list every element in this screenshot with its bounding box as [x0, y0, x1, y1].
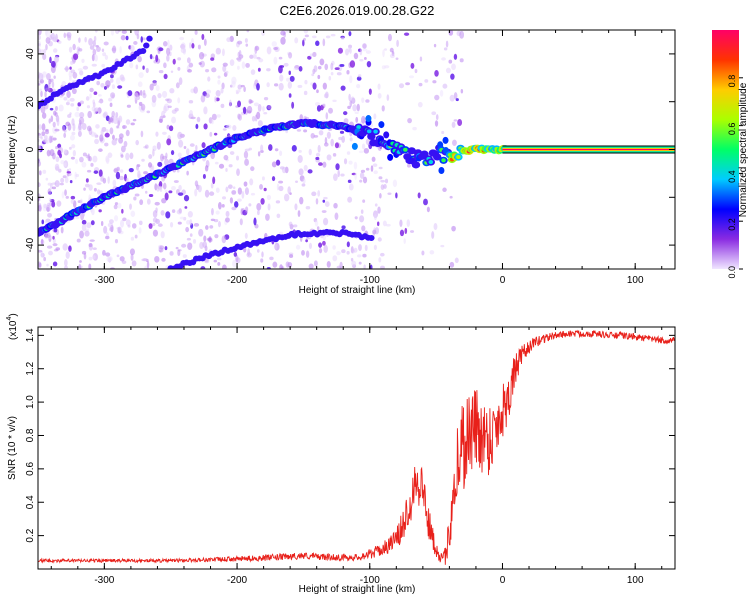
- svg-text:1.4: 1.4: [25, 328, 36, 342]
- y-tick: 0.2: [25, 528, 675, 543]
- svg-text:-200: -200: [227, 575, 247, 586]
- colorbar-label: Normalized spectral amplitude: [738, 82, 749, 217]
- svg-text:0: 0: [25, 146, 36, 152]
- y-tick: 1.4: [25, 328, 675, 342]
- y-tick: 0.6: [25, 461, 675, 476]
- spectrogram-y-ticks: -40 -20 0 20 40: [25, 48, 675, 252]
- snr-plot-area: [38, 327, 675, 569]
- colorbar-ticks: 0.0 0.2 0.4 0.6 0.8: [727, 75, 743, 279]
- snr-multiplier-exp: 4: [6, 317, 13, 321]
- y-tick: -20: [25, 190, 675, 205]
- svg-text:0.6: 0.6: [25, 461, 36, 475]
- snr-y-label: SNR (10 * v/v): [7, 416, 18, 480]
- svg-text:0.8: 0.8: [25, 428, 36, 442]
- snr-multiplier: (x104): [6, 313, 19, 340]
- svg-text:40: 40: [25, 48, 36, 60]
- colorbar: [712, 30, 739, 269]
- svg-text:0: 0: [500, 575, 506, 586]
- svg-text:-200: -200: [227, 275, 247, 286]
- track-upper-alias: [38, 35, 153, 110]
- y-tick: 1.0: [25, 395, 675, 409]
- svg-text:-100: -100: [360, 275, 380, 286]
- svg-text:100: 100: [627, 575, 644, 586]
- snr-frame: [37, 326, 676, 570]
- y-tick: -40: [25, 237, 675, 252]
- spectrogram-x-ticks: -300 -200 -100 0 100: [50, 30, 663, 286]
- snr-multiplier-close: ): [8, 313, 19, 316]
- colorbar-tick: 0.8: [727, 75, 743, 88]
- spectrogram-x-label: Height of straight line (km): [299, 285, 416, 296]
- snr-series-line: [38, 329, 675, 565]
- colorbar-tick: 0.6: [727, 123, 743, 136]
- svg-text:0.8: 0.8: [727, 75, 737, 88]
- svg-text:0.4: 0.4: [727, 170, 737, 183]
- svg-text:0.2: 0.2: [727, 218, 737, 231]
- carrier-band-line: [502, 145, 675, 154]
- y-tick: 0.8: [25, 428, 675, 442]
- svg-text:0: 0: [500, 275, 506, 286]
- colorbar-tick: 0.2: [727, 218, 743, 231]
- y-tick: 1.2: [25, 361, 675, 376]
- svg-text:0.6: 0.6: [727, 123, 737, 136]
- y-tick: 20: [25, 96, 675, 108]
- snr-x-label: Height of straight line (km): [299, 584, 416, 595]
- figure-title: C2E6.2026.019.00.28.G22: [280, 3, 435, 18]
- snr-x-ticks: -300 -200 -100 0 100: [50, 327, 663, 586]
- svg-text:20: 20: [25, 96, 36, 108]
- snr-panel: -300 -200 -100 0 100 0.2 0.4 0.6 0.8 1.0 1.2 1.4 H…: [6, 313, 676, 595]
- y-tick: 40: [25, 48, 675, 60]
- svg-text:1.2: 1.2: [25, 361, 36, 375]
- svg-text:0.4: 0.4: [25, 495, 36, 509]
- colorbar-tick: 0.4: [727, 170, 743, 183]
- carrier-band: [502, 145, 675, 154]
- spectrogram-y-label: Frequency (Hz): [7, 116, 18, 185]
- svg-text:-300: -300: [94, 275, 114, 286]
- y-tick: 0: [25, 146, 675, 152]
- svg-text:-100: -100: [360, 575, 380, 586]
- snr-multiplier-base: (x10: [8, 320, 19, 340]
- colorbar-tick: 0.0: [727, 266, 743, 279]
- svg-text:100: 100: [627, 275, 644, 286]
- svg-text:-40: -40: [25, 237, 36, 252]
- svg-text:-300: -300: [94, 575, 114, 586]
- svg-text:0.0: 0.0: [727, 266, 737, 279]
- snr-y-ticks: 0.2 0.4 0.6 0.8 1.0 1.2 1.4: [25, 328, 675, 543]
- svg-text:(x104): (x104): [6, 313, 19, 340]
- svg-text:0.2: 0.2: [25, 528, 36, 542]
- y-tick: 0.4: [25, 495, 675, 509]
- svg-text:-20: -20: [25, 190, 36, 205]
- svg-text:1.0: 1.0: [25, 395, 36, 409]
- track-lower-alias: [167, 228, 375, 269]
